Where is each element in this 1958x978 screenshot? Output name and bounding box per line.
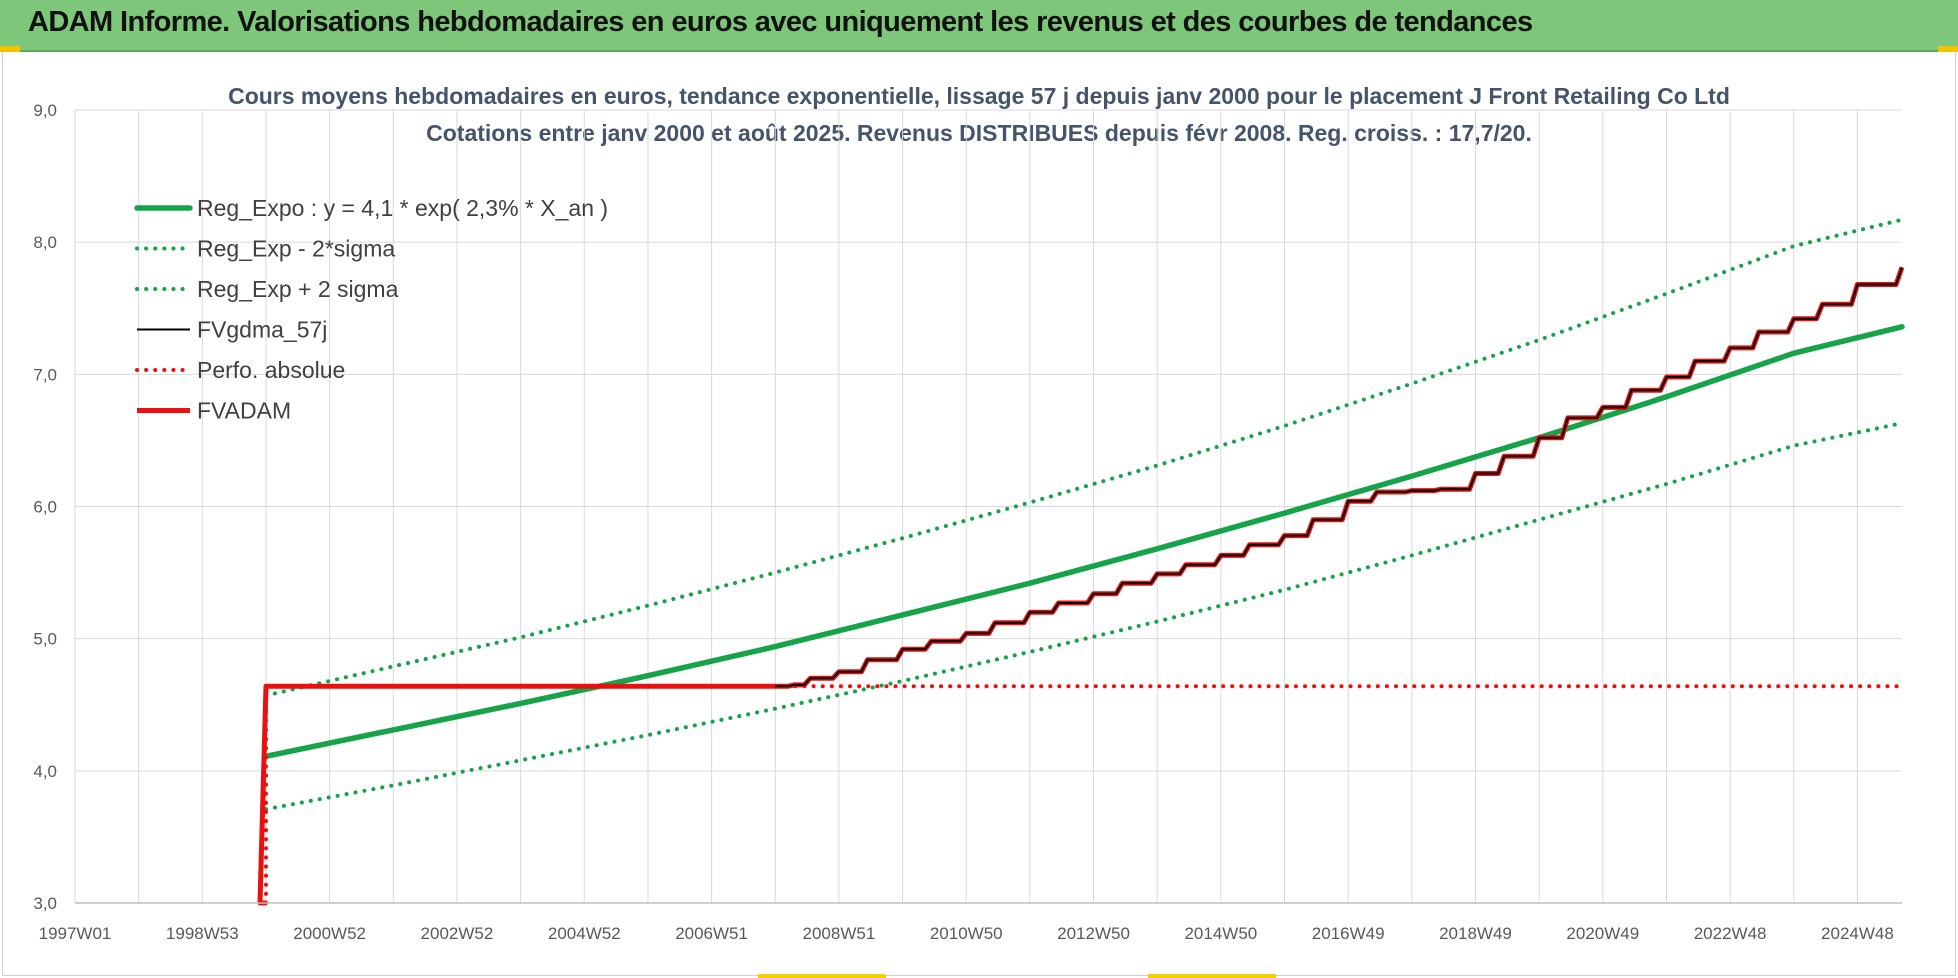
- chart-title-line-1: Cours moyens hebdomadaires en euros, ten…: [228, 83, 1730, 109]
- page-title: ADAM Informe. Valorisations hebdomadaire…: [28, 6, 1533, 38]
- x-tick-label: 2010W50: [930, 924, 1003, 943]
- x-tick-label: 2012W50: [1057, 924, 1130, 943]
- y-tick-label: 7,0: [33, 365, 57, 384]
- legend-label: FVADAM: [197, 398, 291, 424]
- corner-marker-left: [0, 46, 20, 52]
- legend: Reg_Expo : y = 4,1 * exp( 2,3% * X_an ) R…: [134, 195, 608, 424]
- axes: 3,0 4,0 5,0 6,0 7,0 8,0 9,0 1997W01 1998W53 2000W…: [33, 101, 1902, 943]
- header-banner: ADAM Informe. Valorisations hebdomadaire…: [0, 0, 1958, 52]
- x-tick-label: 2000W52: [293, 924, 366, 943]
- legend-label: Reg_Exp + 2 sigma: [197, 276, 399, 302]
- y-tick-label: 4,0: [33, 762, 57, 781]
- y-tick-label: 8,0: [33, 233, 57, 252]
- corner-marker-right: [1938, 46, 1958, 52]
- x-tick-label: 2016W49: [1312, 924, 1385, 943]
- legend-label: Reg_Exp - 2*sigma: [197, 236, 395, 262]
- series-line-0: [263, 324, 1905, 760]
- series-line-5: [257, 266, 1905, 906]
- x-tick-label: 2022W48: [1694, 924, 1767, 943]
- x-tick-label: 2006W51: [675, 924, 748, 943]
- chart-title-line-2: Cotations entre janv 2000 et août 2025. …: [426, 120, 1532, 146]
- x-tick-label: 2002W52: [421, 924, 494, 943]
- chart-frame: [2, 52, 1956, 976]
- x-tick-label: 2020W49: [1566, 924, 1639, 943]
- x-tick-label: 2024W48: [1821, 924, 1894, 943]
- y-tick-label: 9,0: [33, 101, 57, 120]
- y-tick-label: 3,0: [33, 894, 57, 913]
- x-tick-label: 1998W53: [166, 924, 239, 943]
- x-tick-label: 1997W01: [39, 924, 112, 943]
- series-group: [257, 217, 1905, 906]
- legend-label: Perfo. absolue: [197, 357, 345, 383]
- y-tick-label: 5,0: [33, 630, 57, 649]
- bottom-tab-marker: [758, 974, 886, 978]
- grid: [74, 109, 1902, 904]
- series-line-2: [264, 217, 1904, 698]
- y-tick-label: 6,0: [33, 498, 57, 517]
- x-tick-label: 2004W52: [548, 924, 621, 943]
- bottom-tab-marker: [1148, 974, 1276, 978]
- series-line-4: [264, 684, 1904, 905]
- x-tick-label: 2008W51: [803, 924, 876, 943]
- series-line-3: [775, 266, 1903, 688]
- legend-label: Reg_Expo : y = 4,1 * exp( 2,3% * X_an ): [197, 195, 608, 221]
- x-tick-label: 2014W50: [1184, 924, 1257, 943]
- series-line-1: [264, 421, 1904, 812]
- x-tick-label: 2018W49: [1439, 924, 1512, 943]
- legend-label: FVgdma_57j: [197, 317, 327, 343]
